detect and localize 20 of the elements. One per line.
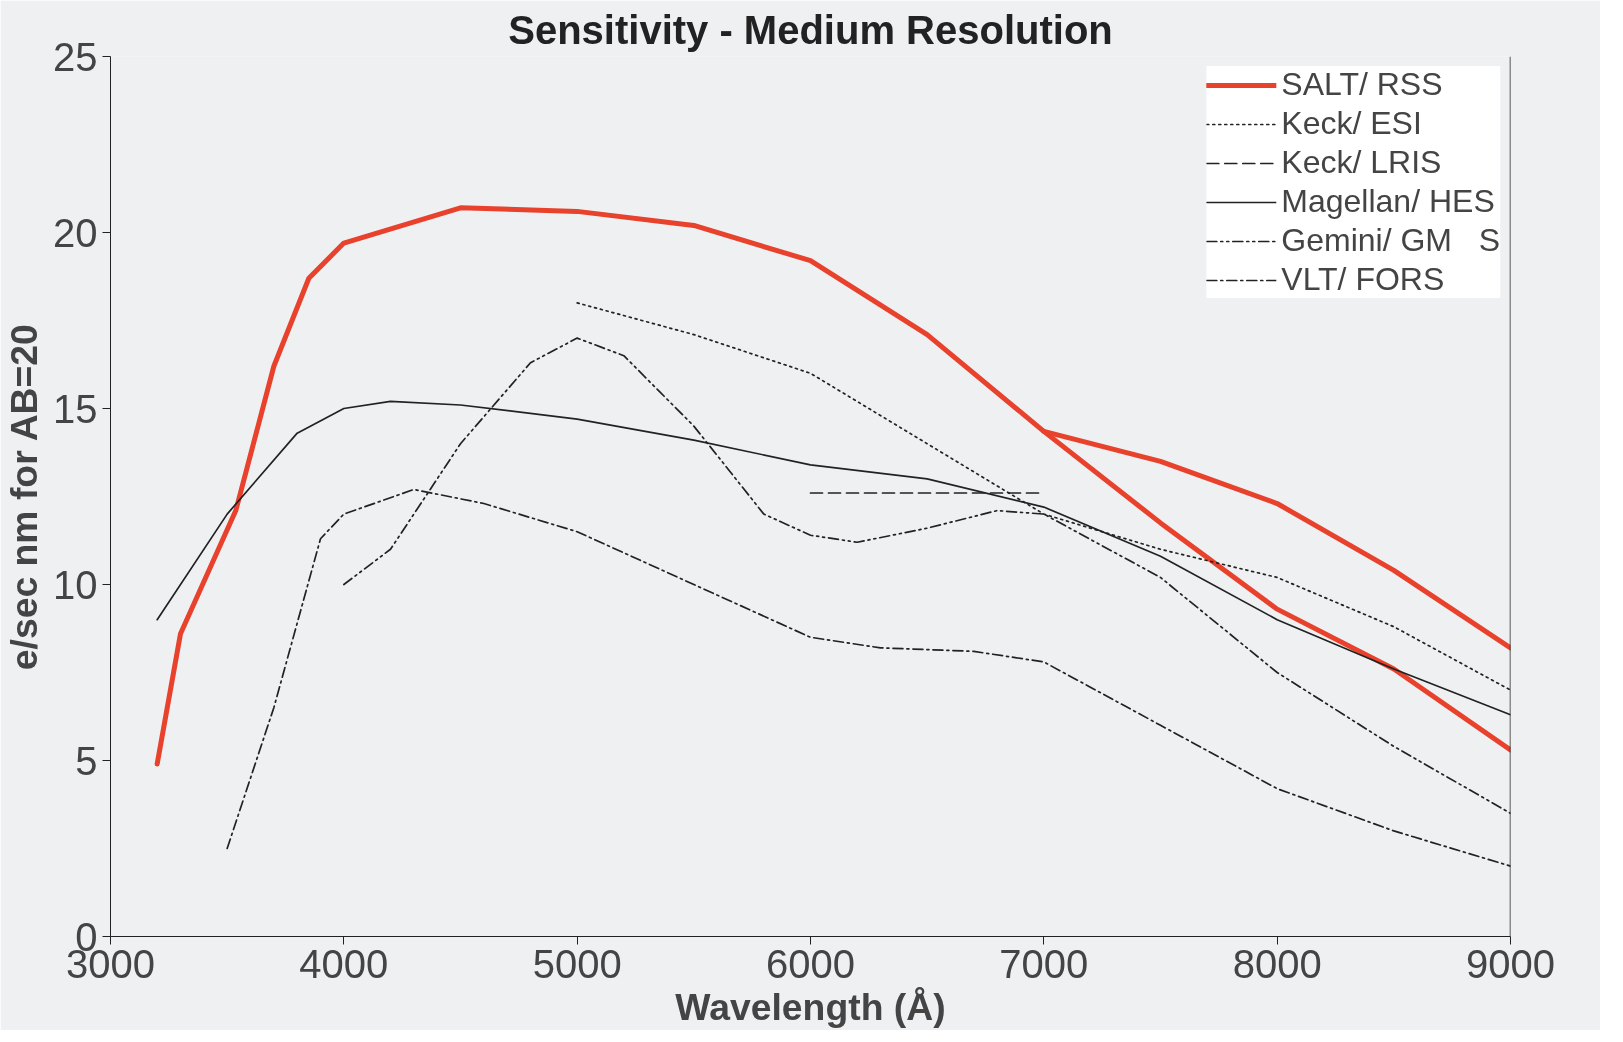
y-axis-title: e/sec nm for AB=20	[3, 324, 46, 671]
legend-label: VLT/ FORS	[1281, 261, 1445, 298]
y-tick-label: 5	[75, 738, 98, 783]
x-tick-label: 5000	[532, 941, 622, 986]
legend-label: Gemini/ GM S	[1281, 222, 1500, 259]
x-axis-title: Wavelength (Å)	[675, 985, 946, 1028]
y-tick-label: 10	[53, 562, 98, 607]
legend-label: Keck/ LRIS	[1281, 144, 1442, 181]
x-tick-label: 8000	[1232, 941, 1322, 986]
legend-label: SALT/ RSS	[1281, 66, 1443, 103]
x-tick-label: 7000	[999, 941, 1089, 986]
legend-label: Keck/ ESI	[1281, 105, 1422, 142]
x-tick-label: 4000	[299, 941, 389, 986]
y-tick-label: 25	[53, 34, 98, 79]
y-tick-label: 20	[53, 210, 98, 255]
legend-label: Magellan/ HES	[1281, 183, 1495, 220]
x-tick-label: 6000	[766, 941, 855, 986]
chart-title: Sensitivity - Medium Resolution	[508, 7, 1113, 52]
x-tick-label: 9000	[1466, 941, 1555, 986]
y-tick-label: 15	[53, 386, 98, 431]
